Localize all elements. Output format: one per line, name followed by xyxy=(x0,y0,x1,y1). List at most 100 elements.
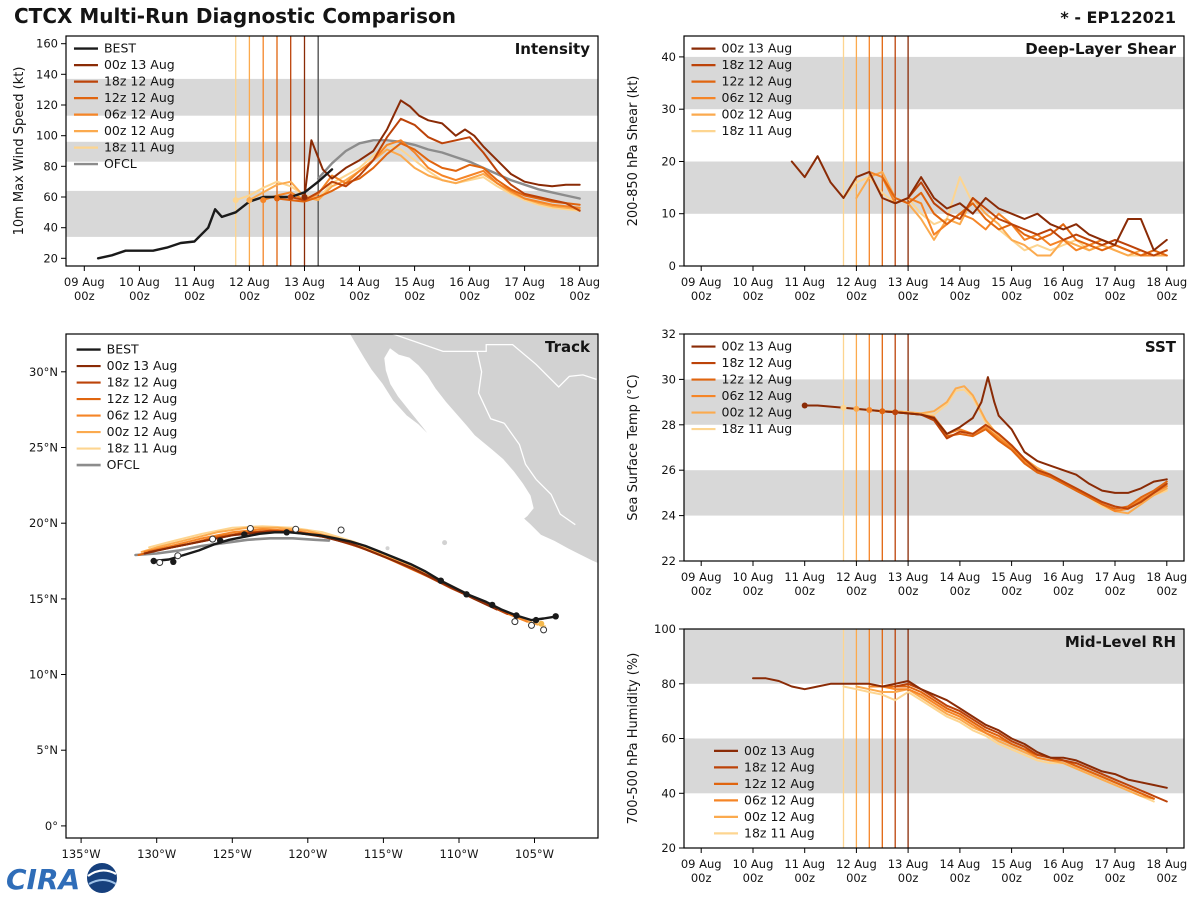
svg-text:80: 80 xyxy=(661,677,676,691)
svg-text:11 Aug: 11 Aug xyxy=(784,275,825,289)
svg-text:15 Aug: 15 Aug xyxy=(394,275,435,289)
svg-text:00z: 00z xyxy=(1105,871,1126,885)
svg-text:00z 13 Aug: 00z 13 Aug xyxy=(107,358,178,373)
svg-text:11 Aug: 11 Aug xyxy=(784,570,825,584)
svg-text:00z: 00z xyxy=(184,289,205,303)
svg-text:135°W: 135°W xyxy=(62,847,101,861)
svg-text:09 Aug: 09 Aug xyxy=(64,275,105,289)
svg-text:BEST: BEST xyxy=(107,342,139,357)
svg-text:06z 12 Aug: 06z 12 Aug xyxy=(107,408,178,423)
svg-text:18z 11 Aug: 18z 11 Aug xyxy=(744,825,815,840)
svg-text:18z 12 Aug: 18z 12 Aug xyxy=(104,74,175,89)
svg-text:15 Aug: 15 Aug xyxy=(991,570,1032,584)
svg-text:00z: 00z xyxy=(1156,289,1177,303)
svg-text:OFCL: OFCL xyxy=(104,156,137,171)
svg-text:18 Aug: 18 Aug xyxy=(559,275,600,289)
svg-text:00z: 00z xyxy=(404,289,425,303)
svg-text:SST: SST xyxy=(1145,338,1177,356)
svg-text:12z 12 Aug: 12z 12 Aug xyxy=(722,74,793,89)
svg-text:80: 80 xyxy=(43,159,58,173)
svg-text:10 Aug: 10 Aug xyxy=(733,570,774,584)
svg-text:00z 13 Aug: 00z 13 Aug xyxy=(104,57,175,72)
svg-text:15 Aug: 15 Aug xyxy=(991,857,1032,871)
svg-text:06z 12 Aug: 06z 12 Aug xyxy=(722,388,793,403)
svg-text:20: 20 xyxy=(661,155,676,169)
svg-text:10: 10 xyxy=(661,207,676,221)
svg-text:32: 32 xyxy=(661,327,676,341)
svg-text:00z: 00z xyxy=(898,289,919,303)
svg-text:160: 160 xyxy=(36,37,58,51)
svg-text:14 Aug: 14 Aug xyxy=(339,275,380,289)
svg-text:00z: 00z xyxy=(1053,584,1074,598)
svg-text:00z: 00z xyxy=(239,289,260,303)
svg-text:00z: 00z xyxy=(898,871,919,885)
svg-text:26: 26 xyxy=(661,463,676,477)
svg-text:00z: 00z xyxy=(743,584,764,598)
svg-text:00z: 00z xyxy=(569,289,590,303)
svg-text:18 Aug: 18 Aug xyxy=(1146,275,1187,289)
svg-text:10 Aug: 10 Aug xyxy=(119,275,160,289)
svg-text:11 Aug: 11 Aug xyxy=(174,275,215,289)
svg-text:18z 12 Aug: 18z 12 Aug xyxy=(722,355,793,370)
svg-text:30: 30 xyxy=(661,372,676,386)
svg-text:20: 20 xyxy=(43,251,58,265)
svg-text:00z: 00z xyxy=(794,584,815,598)
cira-logo-text: CIRA xyxy=(6,863,80,896)
svg-text:140: 140 xyxy=(36,67,58,81)
svg-text:00z: 00z xyxy=(846,871,867,885)
svg-text:00z: 00z xyxy=(1156,584,1177,598)
svg-text:16 Aug: 16 Aug xyxy=(1043,857,1084,871)
svg-text:100: 100 xyxy=(654,622,676,636)
svg-text:Intensity: Intensity xyxy=(515,40,591,58)
svg-text:10 Aug: 10 Aug xyxy=(733,857,774,871)
svg-text:16 Aug: 16 Aug xyxy=(1043,570,1084,584)
svg-text:00z: 00z xyxy=(1105,584,1126,598)
svg-text:10 Aug: 10 Aug xyxy=(733,275,774,289)
svg-text:14 Aug: 14 Aug xyxy=(940,275,981,289)
svg-text:15°N: 15°N xyxy=(29,592,58,606)
svg-text:00z: 00z xyxy=(514,289,535,303)
svg-text:18z 12 Aug: 18z 12 Aug xyxy=(722,57,793,72)
svg-text:06z 12 Aug: 06z 12 Aug xyxy=(744,792,815,807)
svg-text:13 Aug: 13 Aug xyxy=(888,570,929,584)
svg-text:130°W: 130°W xyxy=(137,847,176,861)
svg-text:09 Aug: 09 Aug xyxy=(681,857,722,871)
svg-text:60: 60 xyxy=(43,190,58,204)
svg-text:120: 120 xyxy=(36,98,58,112)
track-map: 135°W 130°W 125°W 120°W 115°W 110°W 105°W 0° 5°N… xyxy=(29,333,599,861)
svg-text:00z: 00z xyxy=(1053,871,1074,885)
svg-text:Sea Surface Temp (°C): Sea Surface Temp (°C) xyxy=(626,374,641,521)
page-title: CTCX Multi-Run Diagnostic Comparison xyxy=(14,4,456,28)
svg-text:OFCL: OFCL xyxy=(107,457,140,472)
svg-text:00z: 00z xyxy=(743,289,764,303)
svg-text:00z 13 Aug: 00z 13 Aug xyxy=(722,339,793,354)
svg-text:00z: 00z xyxy=(743,871,764,885)
svg-text:06z 12 Aug: 06z 12 Aug xyxy=(722,90,793,105)
svg-text:00z: 00z xyxy=(898,584,919,598)
cira-logo-graphic: CIRA xyxy=(6,863,117,896)
svg-text:00z 12 Aug: 00z 12 Aug xyxy=(744,809,815,824)
svg-text:13 Aug: 13 Aug xyxy=(284,275,325,289)
svg-text:100: 100 xyxy=(36,129,58,143)
svg-text:00z 13 Aug: 00z 13 Aug xyxy=(744,743,815,758)
svg-text:18 Aug: 18 Aug xyxy=(1146,857,1187,871)
svg-text:00z: 00z xyxy=(846,289,867,303)
svg-text:24: 24 xyxy=(661,509,676,523)
svg-text:20°N: 20°N xyxy=(29,516,58,530)
svg-text:40: 40 xyxy=(661,50,676,64)
svg-text:00z: 00z xyxy=(846,584,867,598)
svg-text:17 Aug: 17 Aug xyxy=(1095,570,1136,584)
svg-text:12z 12 Aug: 12z 12 Aug xyxy=(104,90,175,105)
svg-text:00z: 00z xyxy=(794,871,815,885)
svg-text:5°N: 5°N xyxy=(36,743,58,757)
svg-text:16 Aug: 16 Aug xyxy=(1043,275,1084,289)
svg-text:00z: 00z xyxy=(950,871,971,885)
svg-text:00z: 00z xyxy=(691,871,712,885)
svg-text:18z 11 Aug: 18z 11 Aug xyxy=(104,140,175,155)
svg-text:16 Aug: 16 Aug xyxy=(449,275,490,289)
svg-text:18z 11 Aug: 18z 11 Aug xyxy=(722,421,793,436)
